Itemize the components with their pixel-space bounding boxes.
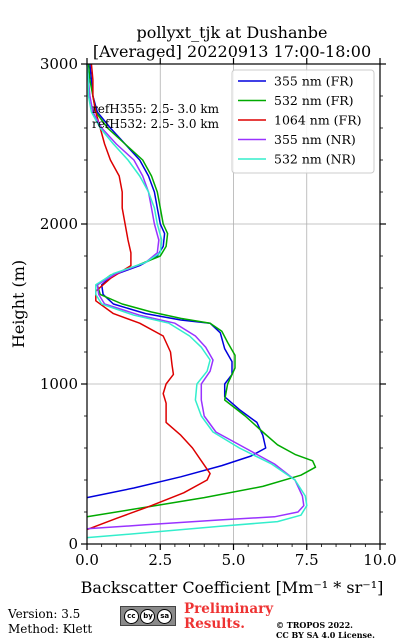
x-tick-label: 7.5 [295,551,319,569]
copyright-line-2: CC BY SA 4.0 License. [276,630,375,640]
series-line-2 [86,63,317,518]
copyright-line-1: © TROPOS 2022. [276,620,353,630]
series-line-5 [86,63,308,539]
x-tick-label: 0.0 [75,551,99,569]
axis-ticks: 0.0 2.5 5.0 7.5 10.0 0 1000 2000 3000 [40,55,397,569]
x-tick-label: 5.0 [222,551,246,569]
y-tick-label: 3000 [40,55,78,73]
x-axis-label: Backscatter Coefficient [Mm⁻¹ * sr⁻¹] [81,578,384,597]
method-label: Method: Klett [8,622,93,636]
y-tick-label: 0 [68,535,78,553]
copyright-notice: © TROPOS 2022. CC BY SA 4.0 License. [276,620,375,640]
x-tick-label: 10.0 [363,551,396,569]
by-icon: by [140,608,156,624]
preliminary-line-2: Results. [184,616,245,632]
ref-height-355-annotation: refH355: 2.5- 3.0 km [92,102,220,116]
chart-subtitle: [Averaged] 20220913 17:00-18:00 [93,42,371,61]
x-tick-label: 2.5 [148,551,172,569]
legend-label-2: 532 nm (FR) [274,93,354,108]
preliminary-results-notice: Preliminary Results. [184,602,273,632]
y-axis-label: Height (m) [9,260,28,348]
legend-label-4: 355 nm (NR) [274,132,356,147]
legend-label-1: 355 nm (FR) [274,74,354,89]
series-line-3 [86,63,211,531]
series-lines [86,63,317,539]
y-tick-label: 1000 [40,375,78,393]
ref-height-532-annotation: refH532: 2.5- 3.0 km [92,117,220,131]
cc-license-badge: cc by sa [120,606,176,626]
legend: 355 nm (FR) 532 nm (FR) 1064 nm (FR) 355 nm… [231,69,375,174]
version-label: Version: 3.5 [8,607,81,621]
cc-icon: cc [123,608,139,624]
chart-title: pollyxt_tjk at Dushanbe [136,23,327,42]
sa-icon: sa [157,608,173,624]
y-tick-label: 2000 [40,215,78,233]
preliminary-line-1: Preliminary [184,601,274,617]
series-line-4 [86,63,305,530]
series-line-1 [86,63,267,499]
legend-box [231,69,375,174]
legend-label-5: 532 nm (NR) [274,152,356,167]
legend-label-3: 1064 nm (FR) [274,113,362,128]
